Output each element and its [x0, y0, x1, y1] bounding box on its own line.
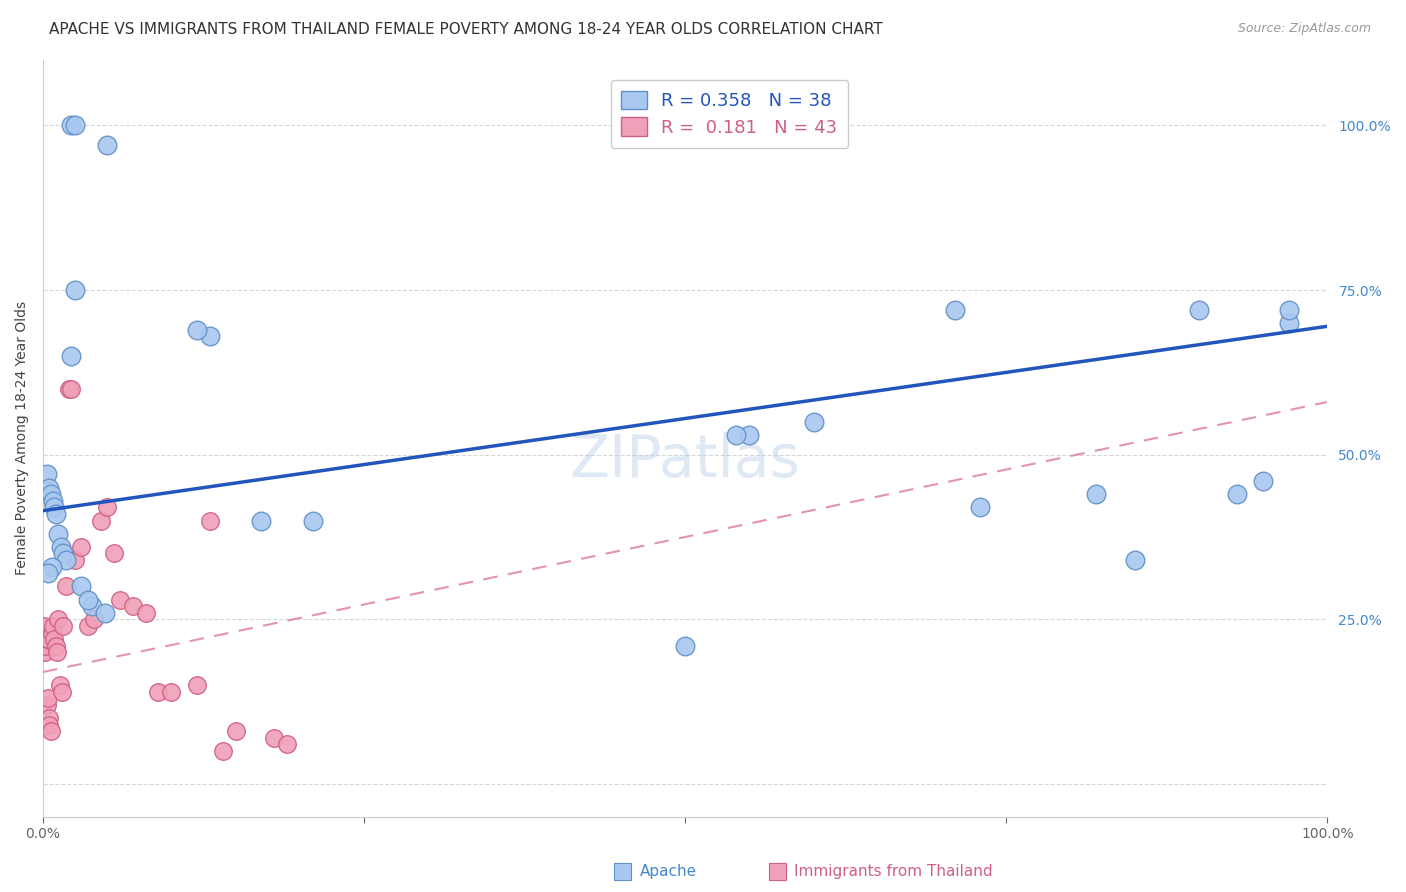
- Point: [1226, 487, 1249, 501]
- Point: [103, 547, 125, 561]
- Point: [38, 711, 60, 725]
- Point: [96, 138, 118, 153]
- Point: [41, 559, 63, 574]
- Point: [37, 691, 59, 706]
- Point: [44, 632, 66, 646]
- Text: ZIPatlas: ZIPatlas: [569, 433, 800, 490]
- Point: [32, 625, 55, 640]
- Point: [211, 744, 233, 758]
- Point: [38, 481, 60, 495]
- Point: [198, 329, 221, 343]
- Point: [160, 685, 183, 699]
- Point: [186, 678, 208, 692]
- Point: [93, 606, 115, 620]
- Point: [37, 632, 59, 646]
- Point: [1188, 302, 1211, 317]
- Point: [52, 547, 75, 561]
- Point: [301, 514, 323, 528]
- Point: [39, 724, 62, 739]
- Point: [276, 738, 298, 752]
- Point: [35, 467, 58, 482]
- Point: [38, 717, 60, 731]
- Point: [58, 382, 80, 396]
- Point: [45, 507, 67, 521]
- Point: [1085, 487, 1108, 501]
- Point: [135, 606, 157, 620]
- Point: [55, 579, 77, 593]
- Point: [44, 500, 66, 515]
- Point: [39, 487, 62, 501]
- Point: [70, 540, 93, 554]
- Point: [1278, 316, 1301, 330]
- Point: [121, 599, 143, 614]
- Point: [34, 645, 56, 659]
- Point: [76, 592, 98, 607]
- Point: [738, 428, 761, 442]
- Point: [55, 553, 77, 567]
- Point: [148, 685, 170, 699]
- Point: [263, 731, 285, 745]
- Point: [35, 698, 58, 712]
- Point: [42, 493, 65, 508]
- Point: [1123, 553, 1146, 567]
- Point: [48, 678, 70, 692]
- Text: APACHE VS IMMIGRANTS FROM THAILAND FEMALE POVERTY AMONG 18-24 YEAR OLDS CORRELAT: APACHE VS IMMIGRANTS FROM THAILAND FEMAL…: [49, 22, 883, 37]
- Point: [70, 579, 93, 593]
- Point: [46, 612, 69, 626]
- Point: [90, 514, 112, 528]
- Point: [198, 514, 221, 528]
- Point: [51, 685, 73, 699]
- Point: [52, 619, 75, 633]
- Point: [803, 415, 825, 429]
- Point: [63, 119, 86, 133]
- Point: [35, 632, 58, 646]
- Point: [969, 500, 991, 515]
- Point: [80, 599, 103, 614]
- Point: [60, 382, 83, 396]
- Point: [1278, 302, 1301, 317]
- Point: [46, 526, 69, 541]
- Point: [41, 625, 63, 640]
- Point: [60, 119, 83, 133]
- Point: [76, 619, 98, 633]
- Point: [49, 540, 72, 554]
- Point: [46, 645, 69, 659]
- Point: [32, 639, 55, 653]
- Point: [45, 639, 67, 653]
- Point: [943, 302, 966, 317]
- Point: [725, 428, 748, 442]
- Point: [32, 619, 55, 633]
- Point: [83, 612, 105, 626]
- Point: [34, 639, 56, 653]
- Point: [63, 553, 86, 567]
- Legend: R = 0.358   N = 38, R =  0.181   N = 43: R = 0.358 N = 38, R = 0.181 N = 43: [610, 80, 848, 147]
- Point: [225, 724, 247, 739]
- Point: [96, 500, 118, 515]
- Text: Immigrants from Thailand: Immigrants from Thailand: [794, 864, 993, 879]
- Point: [250, 514, 273, 528]
- Point: [37, 566, 59, 581]
- Y-axis label: Female Poverty Among 18-24 Year Olds: Female Poverty Among 18-24 Year Olds: [15, 301, 30, 575]
- Point: [32, 632, 55, 646]
- Point: [673, 639, 696, 653]
- Point: [108, 592, 131, 607]
- Point: [60, 349, 83, 363]
- Point: [1251, 474, 1274, 488]
- Point: [42, 619, 65, 633]
- Point: [186, 323, 208, 337]
- Text: Source: ZipAtlas.com: Source: ZipAtlas.com: [1237, 22, 1371, 36]
- Text: Apache: Apache: [640, 864, 697, 879]
- Point: [63, 283, 86, 297]
